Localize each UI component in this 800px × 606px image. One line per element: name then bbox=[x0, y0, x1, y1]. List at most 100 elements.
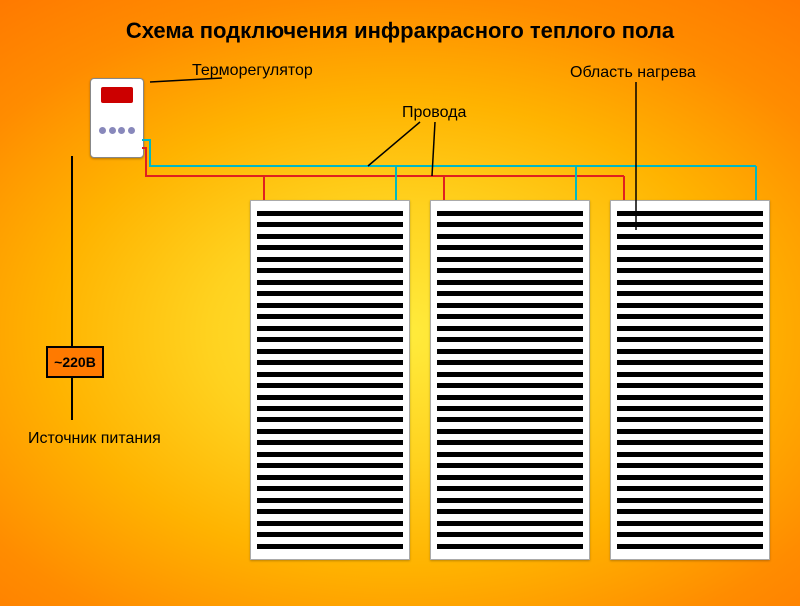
heating-stripe bbox=[617, 509, 763, 514]
heating-stripe bbox=[437, 360, 583, 365]
heating-stripe bbox=[437, 280, 583, 285]
heating-stripe bbox=[617, 211, 763, 216]
heating-stripe bbox=[257, 544, 403, 549]
heating-stripe bbox=[257, 234, 403, 239]
heating-stripe bbox=[617, 463, 763, 468]
heating-stripe bbox=[617, 337, 763, 342]
heating-stripe bbox=[257, 349, 403, 354]
heating-stripe bbox=[617, 395, 763, 400]
thermostat-buttons bbox=[99, 127, 135, 135]
heating-stripe bbox=[437, 486, 583, 491]
heating-stripe bbox=[617, 326, 763, 331]
heating-stripe bbox=[617, 532, 763, 537]
heating-stripe bbox=[257, 326, 403, 331]
heating-stripe bbox=[257, 406, 403, 411]
heating-stripe bbox=[617, 498, 763, 503]
heating-stripe bbox=[257, 211, 403, 216]
thermostat-device bbox=[90, 78, 144, 158]
heating-panel bbox=[430, 200, 590, 560]
heating-stripe bbox=[437, 291, 583, 296]
heating-stripe bbox=[257, 303, 403, 308]
heating-stripe bbox=[437, 383, 583, 388]
heating-stripe bbox=[437, 337, 583, 342]
heating-stripe bbox=[437, 211, 583, 216]
voltage-value: ~220В bbox=[54, 354, 96, 370]
heating-panel bbox=[250, 200, 410, 560]
heating-stripe bbox=[257, 532, 403, 537]
heating-stripe bbox=[617, 417, 763, 422]
heating-stripe bbox=[617, 372, 763, 377]
heating-stripe bbox=[617, 349, 763, 354]
heating-stripe bbox=[257, 337, 403, 342]
heating-stripe bbox=[437, 532, 583, 537]
diagram-title: Схема подключения инфракрасного теплого … bbox=[0, 18, 800, 44]
heating-stripe bbox=[257, 463, 403, 468]
heating-stripe bbox=[257, 521, 403, 526]
heating-stripe bbox=[437, 245, 583, 250]
heating-stripe bbox=[437, 222, 583, 227]
heating-stripe bbox=[617, 245, 763, 250]
heating-stripe bbox=[257, 475, 403, 480]
heating-stripe bbox=[257, 440, 403, 445]
label-power-source: Источник питания bbox=[28, 430, 161, 448]
heating-stripe bbox=[257, 280, 403, 285]
heating-stripe bbox=[437, 406, 583, 411]
heating-stripe bbox=[257, 268, 403, 273]
heating-stripe bbox=[437, 257, 583, 262]
heating-stripe bbox=[257, 372, 403, 377]
heating-stripe bbox=[437, 268, 583, 273]
voltage-box: ~220В bbox=[46, 346, 104, 378]
heating-stripe bbox=[617, 257, 763, 262]
heating-stripe bbox=[437, 475, 583, 480]
heating-stripe bbox=[257, 452, 403, 457]
heating-panel bbox=[610, 200, 770, 560]
thermostat-screen bbox=[101, 87, 133, 103]
heating-stripe bbox=[437, 498, 583, 503]
heating-stripe bbox=[617, 291, 763, 296]
heating-stripe bbox=[257, 291, 403, 296]
heating-stripe bbox=[617, 544, 763, 549]
heating-stripe bbox=[617, 452, 763, 457]
heating-stripe bbox=[617, 406, 763, 411]
heating-stripe bbox=[257, 383, 403, 388]
heating-stripe bbox=[437, 429, 583, 434]
heating-stripe bbox=[257, 360, 403, 365]
heating-stripe bbox=[257, 486, 403, 491]
heating-stripe bbox=[617, 280, 763, 285]
heating-stripe bbox=[437, 440, 583, 445]
heating-stripe bbox=[257, 395, 403, 400]
heating-stripe bbox=[257, 429, 403, 434]
heating-stripe bbox=[617, 383, 763, 388]
heating-stripe bbox=[617, 222, 763, 227]
heating-stripe bbox=[257, 417, 403, 422]
heating-stripe bbox=[437, 234, 583, 239]
heating-stripe bbox=[437, 417, 583, 422]
heating-stripe bbox=[617, 234, 763, 239]
heating-stripe bbox=[257, 257, 403, 262]
heating-stripe bbox=[617, 268, 763, 273]
heating-stripe bbox=[437, 372, 583, 377]
heating-stripe bbox=[617, 521, 763, 526]
heating-stripe bbox=[437, 314, 583, 319]
heating-stripe bbox=[617, 360, 763, 365]
heating-stripe bbox=[437, 509, 583, 514]
heating-stripe bbox=[437, 326, 583, 331]
heating-stripe bbox=[617, 303, 763, 308]
heating-stripe bbox=[617, 314, 763, 319]
label-heating-area: Область нагрева bbox=[570, 64, 696, 82]
heating-stripe bbox=[617, 486, 763, 491]
heating-stripe bbox=[617, 429, 763, 434]
heating-stripe bbox=[437, 395, 583, 400]
heating-stripe bbox=[437, 349, 583, 354]
label-wires: Провода bbox=[402, 104, 466, 122]
heating-stripe bbox=[437, 303, 583, 308]
heating-stripe bbox=[437, 463, 583, 468]
heating-stripe bbox=[617, 440, 763, 445]
heating-stripe bbox=[257, 509, 403, 514]
label-thermostat: Терморегулятор bbox=[192, 62, 313, 80]
diagram-canvas: Схема подключения инфракрасного теплого … bbox=[0, 0, 800, 606]
heating-stripe bbox=[257, 222, 403, 227]
heating-stripe bbox=[617, 475, 763, 480]
heating-stripe bbox=[257, 245, 403, 250]
heating-stripe bbox=[257, 314, 403, 319]
